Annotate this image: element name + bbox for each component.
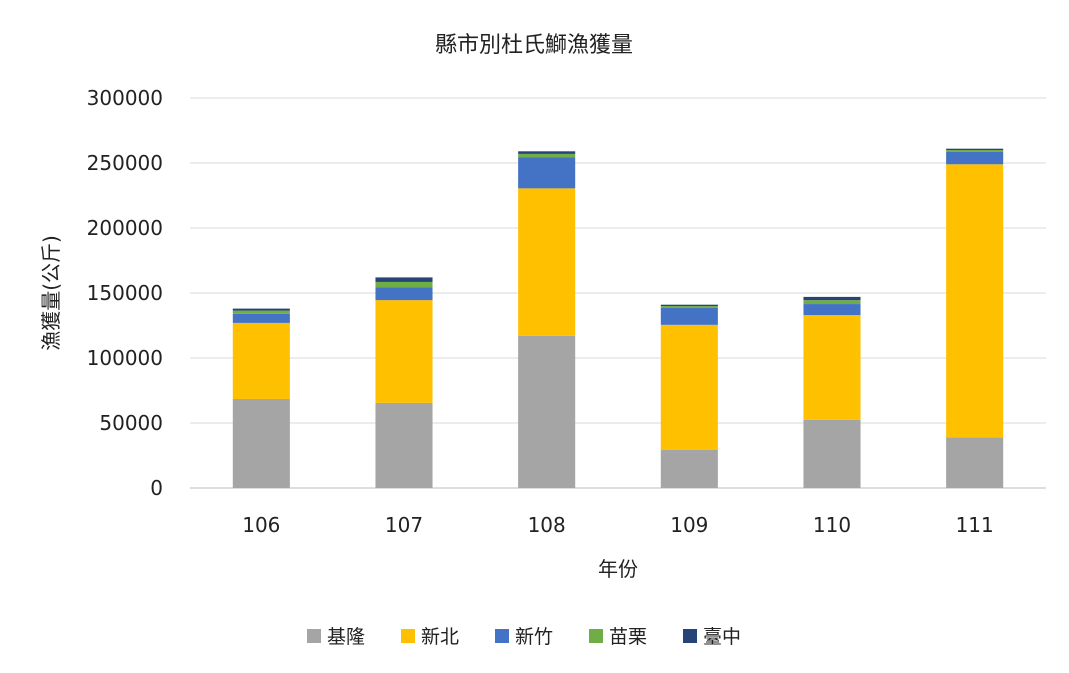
bar-segment	[375, 277, 433, 282]
legend-item: 基隆	[307, 626, 365, 648]
bar-segment	[803, 315, 861, 420]
legend-label: 基隆	[327, 626, 365, 648]
x-tick-label: 109	[670, 513, 708, 537]
x-tick-label: 110	[813, 513, 851, 537]
bar-segment	[518, 188, 576, 336]
bar-segment	[232, 322, 290, 399]
bar-segment	[946, 148, 1004, 150]
bar-segment	[660, 324, 718, 450]
bar-segment	[946, 150, 1004, 152]
legend-item: 苗栗	[589, 626, 647, 648]
legend-item: 新竹	[495, 626, 553, 648]
bar-segment	[946, 151, 1004, 165]
legend-swatch	[495, 629, 509, 643]
y-tick-label: 300000	[87, 86, 163, 110]
legend: 基隆 新北 新竹 苗栗 臺中	[307, 626, 741, 648]
legend-label: 新北	[421, 626, 459, 648]
bar-segment	[660, 307, 718, 325]
legend-swatch	[683, 629, 697, 643]
bar-segment	[375, 300, 433, 403]
bar-segment	[375, 402, 433, 488]
legend-item: 新北	[401, 626, 459, 648]
bar-segment	[660, 449, 718, 488]
x-axis-label: 年份	[598, 557, 638, 581]
x-tick-label: 106	[242, 513, 280, 537]
x-axis-ticks: 106 107 108 109 110 111	[242, 513, 994, 537]
y-tick-label: 0	[150, 476, 163, 500]
bar-segment	[232, 310, 290, 314]
bar-segment	[232, 313, 290, 323]
bar-segment	[518, 151, 576, 154]
y-tick-label: 150000	[87, 281, 163, 305]
x-tick-label: 111	[956, 513, 994, 537]
bar-segment	[803, 304, 861, 316]
legend-swatch	[401, 629, 415, 643]
legend-label: 新竹	[515, 626, 553, 648]
bar-segment	[803, 419, 861, 488]
bar-segment	[946, 164, 1004, 438]
bar-segment	[518, 335, 576, 488]
y-axis-label: 漁獲量(公斤)	[39, 235, 63, 351]
y-tick-label: 100000	[87, 346, 163, 370]
legend-swatch	[589, 629, 603, 643]
legend-swatch	[307, 629, 321, 643]
bar-segment	[375, 287, 433, 301]
bar-segment	[232, 398, 290, 488]
bars	[232, 148, 1004, 488]
bar-segment	[803, 296, 861, 301]
y-tick-label: 250000	[87, 151, 163, 175]
legend-label: 苗栗	[609, 626, 647, 648]
y-axis-ticks: 0 50000 100000 150000 200000 250000 300000	[87, 86, 163, 500]
bar-segment	[946, 437, 1004, 488]
chart-title: 縣市別杜氏鰤漁獲量	[435, 33, 633, 58]
legend-item: 臺中	[683, 626, 741, 648]
bar-segment	[232, 308, 290, 311]
bar-segment	[660, 304, 718, 306]
x-tick-label: 107	[385, 513, 423, 537]
x-tick-label: 108	[528, 513, 566, 537]
y-tick-label: 50000	[99, 411, 163, 435]
bar-segment	[518, 157, 576, 189]
y-tick-label: 200000	[87, 216, 163, 240]
gridlines	[190, 97, 1046, 489]
bar-segment	[660, 306, 718, 308]
bar-segment	[518, 153, 576, 158]
bar-segment	[375, 281, 433, 288]
legend-label: 臺中	[703, 626, 741, 648]
bar-segment	[803, 300, 861, 305]
